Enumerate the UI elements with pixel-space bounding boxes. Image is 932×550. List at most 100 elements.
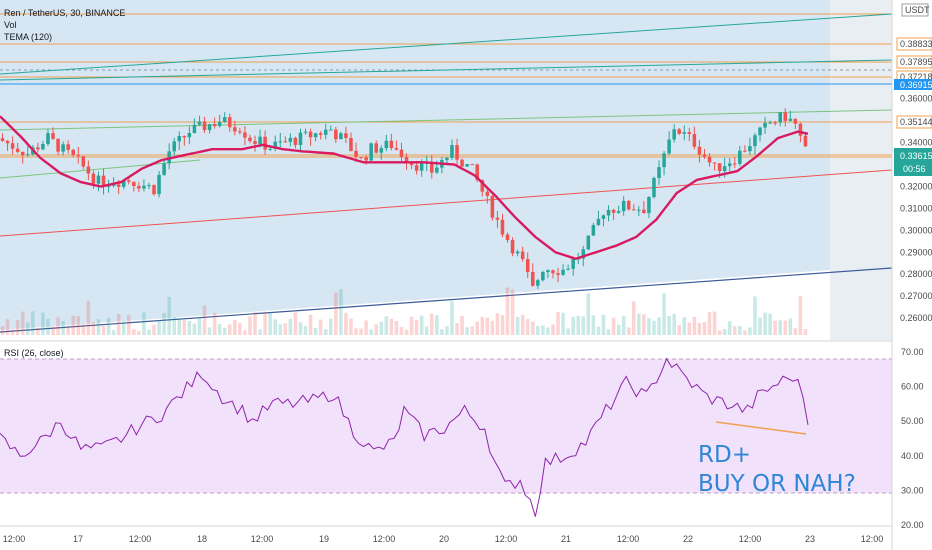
candle-body	[793, 118, 798, 124]
time-tick-label: 12:00	[251, 534, 274, 544]
rsi-tick-label: 30.00	[901, 485, 924, 495]
candle-body	[475, 164, 479, 180]
volume-bar	[465, 327, 469, 335]
time-tick-label: 12:00	[739, 534, 762, 544]
countdown-label: 00:56	[903, 164, 926, 174]
volume-bar	[132, 329, 136, 335]
candle-body	[238, 131, 242, 133]
symbol-title[interactable]: Ren / TetherUS, 30, BINANCE	[4, 8, 125, 18]
volume-bar	[702, 322, 707, 335]
volume-bar	[10, 329, 15, 335]
volume-bar	[657, 317, 661, 335]
volume-bar	[228, 324, 232, 335]
time-axis[interactable]: 12:00 17 12:00 18 12:00 19 12:00 20 12:00 21 12:00…	[3, 534, 884, 544]
candle-body	[727, 163, 732, 167]
candle-body	[601, 215, 606, 219]
volume-bar	[344, 312, 348, 335]
candle-body	[36, 147, 40, 150]
future-area	[830, 0, 892, 340]
candle-body	[773, 122, 777, 124]
candle-body	[652, 177, 656, 198]
volume-bar	[36, 327, 40, 335]
volume-bar	[727, 321, 732, 335]
candle-body	[546, 270, 550, 273]
candle-body	[586, 235, 591, 250]
candle-body	[379, 148, 384, 153]
candle-body	[71, 149, 75, 156]
candle-body	[768, 122, 772, 124]
candle-body	[763, 122, 767, 128]
candle-body	[389, 140, 394, 149]
candle-body	[541, 272, 545, 281]
time-tick-label: 12:00	[617, 534, 640, 544]
price-axis[interactable]: 0.36000 0.34000 0.32000 0.31000 0.30000 0.290…	[900, 94, 932, 323]
volume-bar	[0, 326, 5, 335]
currency-badge-bg[interactable]	[901, 3, 929, 17]
volume-bars	[0, 287, 808, 335]
price-tick-label: 0.27000	[900, 291, 932, 301]
candle-body	[222, 117, 227, 123]
price-label-38833: 0.38833	[900, 39, 932, 49]
volume-bar	[318, 319, 323, 335]
volume-bar	[5, 319, 10, 335]
volume-bar	[541, 325, 545, 335]
trendline-red	[0, 169, 893, 237]
volume-bar	[475, 321, 479, 335]
candle-body	[637, 209, 641, 211]
rsi-legend[interactable]: RSI (26, close)	[4, 348, 64, 358]
candle-body	[536, 280, 540, 286]
volume-bar	[435, 315, 439, 335]
time-tick-label: 18	[197, 534, 207, 544]
candle-body	[41, 143, 45, 150]
candle-body	[657, 167, 661, 178]
candle-body	[743, 150, 747, 152]
candle-body	[132, 181, 136, 187]
blue-level-label: 0.36915	[900, 80, 932, 90]
tema-legend[interactable]: TEMA (120)	[4, 32, 52, 42]
volume-bar	[450, 301, 454, 335]
volume-bar	[551, 324, 555, 335]
candle-body	[20, 151, 25, 156]
candle-body	[303, 131, 308, 133]
volume-bar	[253, 312, 257, 335]
volume-bar	[626, 327, 631, 335]
candle-body	[460, 159, 464, 167]
candle-body	[611, 209, 616, 213]
candle-body	[298, 132, 303, 146]
currency-badge[interactable]: USDT	[905, 5, 930, 15]
volume-bar	[137, 330, 141, 335]
volume-bar	[717, 330, 722, 335]
candle-body	[465, 164, 469, 167]
volume-bar	[298, 322, 303, 335]
volume-bar	[177, 318, 182, 335]
volume-bar	[364, 320, 368, 335]
volume-bar	[389, 318, 394, 335]
volume-bar	[222, 327, 227, 335]
volume-bar	[531, 321, 535, 335]
price-tick-label: 0.36000	[900, 94, 932, 104]
price-tick-label: 0.31000	[900, 203, 932, 213]
candle-body	[712, 162, 717, 164]
rsi-tick-label: 50.00	[901, 416, 924, 426]
candle-body	[707, 156, 712, 163]
rsi-axis[interactable]: 70.00 60.00 50.00 40.00 30.00 20.00	[901, 347, 924, 530]
volume-bar	[783, 320, 788, 335]
candle-body	[5, 140, 10, 144]
volume-bar	[323, 329, 328, 335]
vol-legend[interactable]: Vol	[4, 20, 17, 30]
candle-body	[46, 133, 50, 144]
volume-bar	[81, 323, 86, 335]
candle-body	[692, 134, 697, 147]
volume-bar	[642, 314, 646, 335]
candle-body	[626, 200, 631, 210]
price-tick-label: 0.34000	[900, 138, 932, 148]
candle-body	[66, 144, 70, 150]
candle-body	[101, 175, 106, 187]
volume-bar	[374, 324, 378, 335]
candle-body	[500, 219, 505, 235]
candle-body	[212, 124, 217, 126]
volume-bar	[596, 326, 601, 335]
candle-body	[510, 240, 515, 254]
candle-body	[91, 173, 96, 184]
